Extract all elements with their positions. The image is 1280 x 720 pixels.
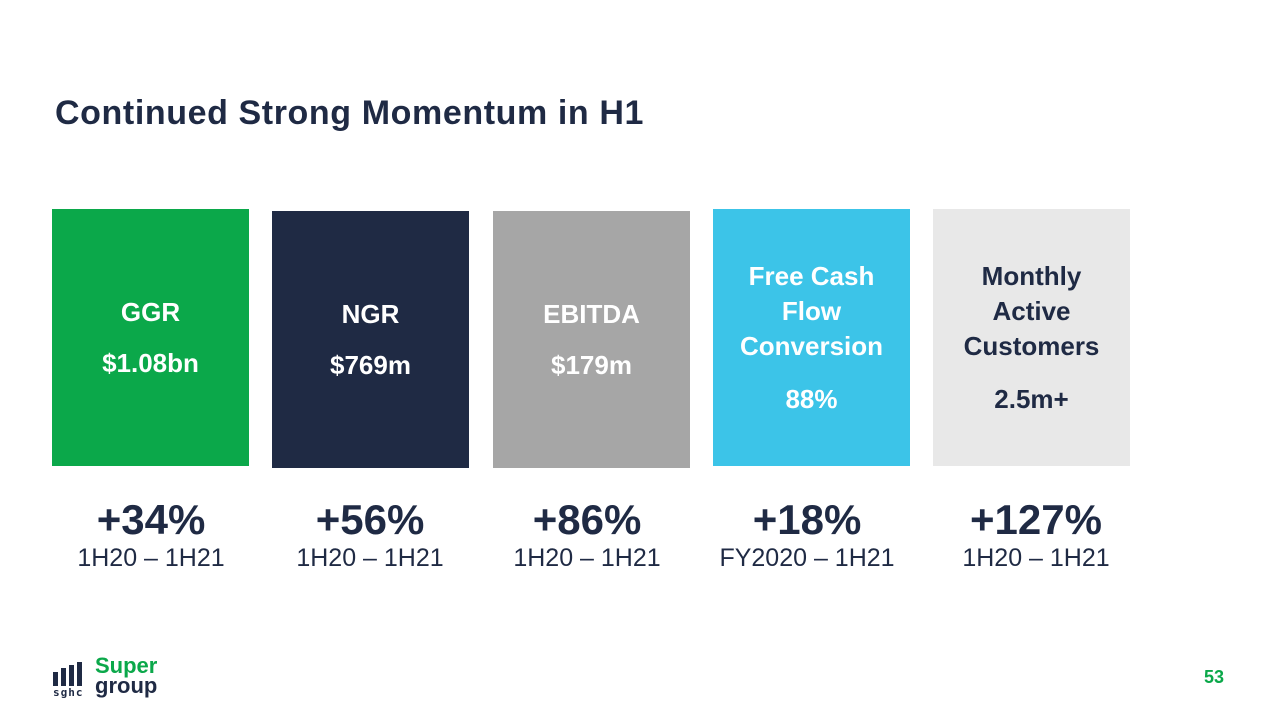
logo-bars-icon <box>53 662 87 686</box>
growth-stat-fcf-conversion: +18% FY2020 – 1H21 <box>692 497 922 573</box>
page-number: 53 <box>1203 667 1225 687</box>
metric-card-fcf-conversion: Free Cash Flow Conversion 88% <box>713 209 910 466</box>
metric-label-line: Free Cash <box>748 260 875 291</box>
metric-value: $179m <box>551 349 632 380</box>
growth-period: 1H20 – 1H21 <box>296 544 444 572</box>
growth-change: +18% <box>752 496 862 543</box>
growth-period: 1H20 – 1H21 <box>513 544 661 572</box>
metric-card-ebitda: EBITDA $179m <box>493 211 690 468</box>
super-group-logo: sghc Super group <box>53 653 173 700</box>
growth-change: +34% <box>96 496 206 543</box>
metric-value: 2.5m+ <box>994 383 1069 414</box>
metric-label-line: Active <box>992 295 1071 326</box>
metric-label: NGR <box>341 298 400 329</box>
growth-change: +127% <box>970 496 1102 543</box>
metric-card-mac: Monthly Active Customers 2.5m+ <box>933 209 1130 466</box>
logo-brand-top: Super <box>95 653 158 678</box>
growth-change: +56% <box>315 496 425 543</box>
growth-period: 1H20 – 1H21 <box>962 544 1110 572</box>
metric-label: Monthly Active Customers <box>964 259 1100 364</box>
metric-label-line: Conversion <box>739 330 884 361</box>
logo-brand-bottom: group <box>95 673 158 698</box>
logo-ticker: sghc <box>53 686 84 699</box>
metric-value: 88% <box>785 383 838 414</box>
growth-stat-ggr: +34% 1H20 – 1H21 <box>36 497 266 573</box>
metric-card-ngr: NGR $769m <box>272 211 469 468</box>
metric-card-ggr: GGR $1.08bn <box>52 209 249 466</box>
metric-label-line: Customers <box>963 330 1100 361</box>
growth-stat-ngr: +56% 1H20 – 1H21 <box>255 497 485 573</box>
metric-label: EBITDA <box>543 298 640 329</box>
slide-title: Continued Strong Momentum in H1 <box>55 94 644 132</box>
growth-period: 1H20 – 1H21 <box>77 544 225 572</box>
metric-label: Free Cash Flow Conversion <box>740 259 883 364</box>
growth-period: FY2020 – 1H21 <box>719 544 895 572</box>
metric-value: $769m <box>330 349 411 380</box>
metric-label-line: Monthly <box>981 260 1082 291</box>
growth-stat-mac: +127% 1H20 – 1H21 <box>921 497 1151 573</box>
metric-value: $1.08bn <box>102 347 199 378</box>
growth-stat-ebitda: +86% 1H20 – 1H21 <box>472 497 702 573</box>
metric-label-line: Flow <box>781 295 842 326</box>
growth-change: +86% <box>532 496 642 543</box>
metric-label: GGR <box>120 296 181 327</box>
